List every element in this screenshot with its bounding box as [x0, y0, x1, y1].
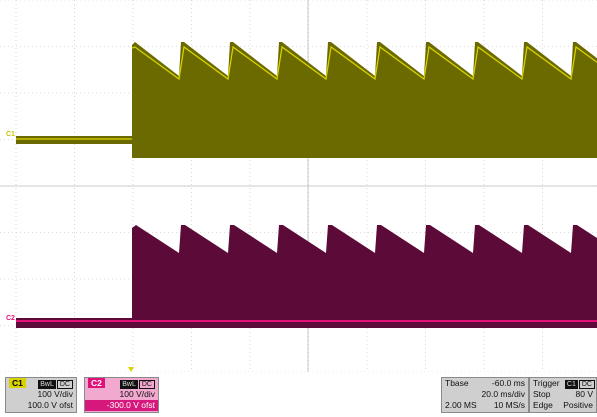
trace1-envelope: [132, 42, 597, 158]
scope-display: C1 C2: [0, 0, 597, 373]
channel2-ground-marker[interactable]: C2: [6, 315, 15, 322]
channel2-label: C2: [88, 378, 105, 388]
trace1-upper-highlight: [131, 45, 597, 81]
trace2-baseline: [16, 318, 597, 328]
channel1-bwl-badge: BwL: [38, 380, 56, 389]
timebase-memory: 2.00 MS: [445, 400, 477, 410]
channel2-descriptor[interactable]: C2 BwL DC 100 V/div -300.0 V ofst: [84, 377, 159, 413]
trigger-slope: Positive: [563, 400, 593, 410]
channel1-ground-marker[interactable]: C1: [6, 131, 15, 138]
trace2-envelope: [132, 225, 597, 320]
trigger-type: Edge: [533, 400, 553, 410]
channel1-volts-div: 100 V/div: [37, 389, 73, 399]
status-bar: C1 BwL DC 100 V/div 100.0 V ofst C2 BwL DC…: [0, 372, 597, 417]
channel1-descriptor[interactable]: C1 BwL DC 100 V/div 100.0 V ofst: [5, 377, 77, 413]
channel1-offset: 100.0 V ofst: [27, 400, 73, 410]
trace1-baseline: [16, 136, 132, 144]
waveform-display: [0, 0, 597, 373]
timebase-descriptor[interactable]: Tbase -60.0 ms 20.0 ms/div 2.00 MS 10 MS…: [441, 377, 529, 413]
channel1-coupling-badge: DC: [56, 380, 73, 389]
trigger-mode: Stop: [533, 389, 551, 399]
trigger-position-marker: [128, 367, 134, 372]
trigger-descriptor[interactable]: Trigger C1 DC Stop 80 V Edge Positive: [529, 377, 597, 413]
timebase-time-div: 20.0 ms/div: [481, 389, 525, 399]
timebase-delay: -60.0 ms: [491, 378, 525, 388]
trigger-label: Trigger: [533, 378, 560, 388]
timebase-sample-rate: 10 MS/s: [493, 400, 525, 410]
channel2-coupling-badge: DC: [138, 380, 155, 389]
trigger-source-badge: C1: [564, 380, 578, 389]
trigger-coupling-badge: DC: [578, 380, 595, 389]
channel1-label: C1: [9, 378, 26, 388]
timebase-label: Tbase: [445, 378, 469, 388]
channel2-volts-div: 100 V/div: [119, 389, 155, 399]
trigger-level: 80 V: [575, 389, 594, 399]
channel2-offset: -300.0 V ofst: [85, 400, 158, 411]
channel2-bwl-badge: BwL: [120, 380, 138, 389]
